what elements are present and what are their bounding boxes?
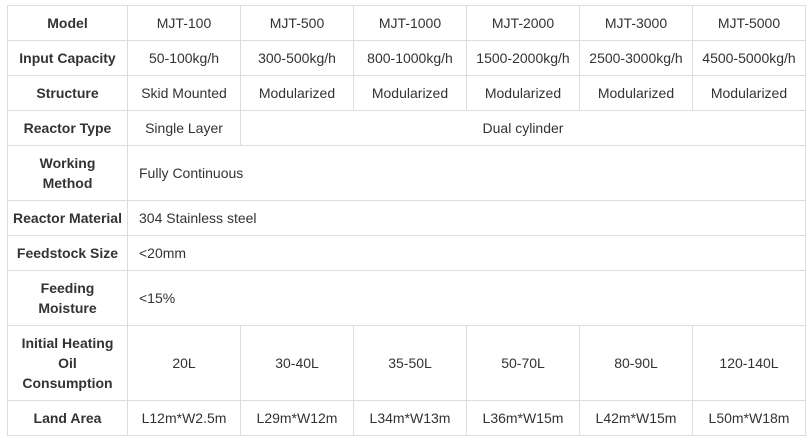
reactor-type-cell: Single Layer (127, 110, 241, 146)
structure-cell: Modularized (692, 75, 806, 111)
structure-cell: Skid Mounted (127, 75, 241, 111)
input-capacity-cell: 2500-3000kg/h (579, 40, 693, 76)
table-row-model: Model MJT-100 MJT-500 MJT-1000 MJT-2000 … (7, 5, 806, 41)
feeding-moisture-span-cell: <15% (127, 270, 806, 326)
row-label-reactor-material: Reactor Material (7, 200, 128, 236)
oil-consumption-cell: 120-140L (692, 325, 806, 401)
input-capacity-cell: 50-100kg/h (127, 40, 241, 76)
row-label-input-capacity: Input Capacity (7, 40, 128, 76)
model-cell: MJT-5000 (692, 5, 806, 41)
product-specs-table: Model MJT-100 MJT-500 MJT-1000 MJT-2000 … (7, 5, 806, 436)
row-label-feeding-moisture: Feeding Moisture (7, 270, 128, 326)
input-capacity-cell: 4500-5000kg/h (692, 40, 806, 76)
reactor-type-span-cell: Dual cylinder (240, 110, 806, 146)
structure-cell: Modularized (353, 75, 467, 111)
land-area-cell: L42m*W15m (579, 400, 693, 436)
input-capacity-cell: 1500-2000kg/h (466, 40, 580, 76)
model-cell: MJT-3000 (579, 5, 693, 41)
land-area-cell: L12m*W2.5m (127, 400, 241, 436)
table-row-input-capacity: Input Capacity 50-100kg/h 300-500kg/h 80… (7, 40, 806, 76)
row-label-reactor-type: Reactor Type (7, 110, 128, 146)
input-capacity-cell: 300-500kg/h (240, 40, 354, 76)
row-label-working-method: Working Method (7, 145, 128, 201)
model-cell: MJT-500 (240, 5, 354, 41)
feedstock-size-span-cell: <20mm (127, 235, 806, 271)
land-area-cell: L36m*W15m (466, 400, 580, 436)
table-row-land-area: Land Area L12m*W2.5m L29m*W12m L34m*W13m… (7, 400, 806, 436)
table-row-reactor-type: Reactor Type Single Layer Dual cylinder (7, 110, 806, 146)
row-label-structure: Structure (7, 75, 128, 111)
table-row-feedstock-size: Feedstock Size <20mm (7, 235, 806, 271)
structure-cell: Modularized (240, 75, 354, 111)
land-area-cell: L50m*W18m (692, 400, 806, 436)
oil-consumption-cell: 50-70L (466, 325, 580, 401)
land-area-cell: L34m*W13m (353, 400, 467, 436)
oil-consumption-cell: 80-90L (579, 325, 693, 401)
reactor-material-span-cell: 304 Stainless steel (127, 200, 806, 236)
structure-cell: Modularized (466, 75, 580, 111)
oil-consumption-cell: 35-50L (353, 325, 467, 401)
land-area-cell: L29m*W12m (240, 400, 354, 436)
row-label-model: Model (7, 5, 128, 41)
table-row-structure: Structure Skid Mounted Modularized Modul… (7, 75, 806, 111)
oil-consumption-cell: 30-40L (240, 325, 354, 401)
input-capacity-cell: 800-1000kg/h (353, 40, 467, 76)
table-row-feeding-moisture: Feeding Moisture <15% (7, 270, 806, 326)
row-label-feedstock-size: Feedstock Size (7, 235, 128, 271)
row-label-initial-heating-oil-consumption: Initial Heating Oil Consumption (7, 325, 128, 401)
table-row-working-method: Working Method Fully Continuous (7, 145, 806, 201)
table-row-initial-heating-oil-consumption: Initial Heating Oil Consumption 20L 30-4… (7, 325, 806, 401)
row-label-land-area: Land Area (7, 400, 128, 436)
oil-consumption-cell: 20L (127, 325, 241, 401)
structure-cell: Modularized (579, 75, 693, 111)
working-method-span-cell: Fully Continuous (127, 145, 806, 201)
table-row-reactor-material: Reactor Material 304 Stainless steel (7, 200, 806, 236)
model-cell: MJT-1000 (353, 5, 467, 41)
model-cell: MJT-100 (127, 5, 241, 41)
model-cell: MJT-2000 (466, 5, 580, 41)
